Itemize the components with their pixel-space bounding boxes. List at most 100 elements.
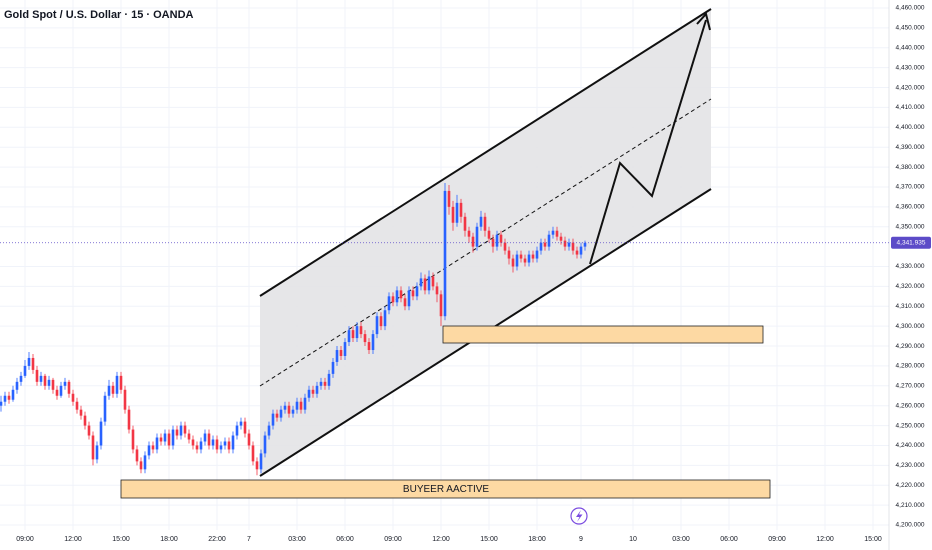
candle-body	[551, 230, 555, 235]
candle-body	[103, 395, 107, 422]
candle-body	[575, 250, 579, 255]
candle-body	[75, 401, 79, 410]
candle-body	[151, 445, 155, 450]
x-tick-label: 09:00	[768, 536, 786, 543]
x-tick-label: 03:00	[288, 536, 306, 543]
candle-body	[35, 369, 39, 382]
candle-body	[323, 381, 327, 386]
y-tick-label: 4,200.000	[896, 522, 925, 529]
candle-body	[183, 425, 187, 434]
candle-body	[119, 375, 123, 390]
candle-body	[547, 234, 551, 247]
candle-body	[343, 342, 347, 356]
candle-body	[399, 290, 403, 299]
candle-body	[475, 226, 479, 247]
x-tick-label: 12:00	[432, 536, 450, 543]
candle-body	[275, 413, 279, 418]
y-tick-label: 4,350.000	[896, 223, 925, 230]
alert-bolt	[576, 510, 583, 522]
x-tick-label: 7	[247, 536, 251, 543]
candle-body	[223, 441, 227, 446]
candle-body	[507, 250, 511, 259]
y-tick-label: 4,370.000	[896, 184, 925, 191]
x-tick-label: 10	[629, 536, 637, 543]
candle-body	[583, 242, 587, 247]
candle-body	[331, 361, 335, 374]
x-tick-label: 15:00	[864, 536, 882, 543]
candle-body	[203, 433, 207, 442]
x-tick-label: 06:00	[720, 536, 738, 543]
candle-body	[55, 389, 59, 396]
candle-body	[195, 445, 199, 450]
candle-body	[387, 296, 391, 311]
candle-body	[419, 278, 423, 287]
candle-body	[523, 258, 527, 263]
candle-body	[179, 425, 183, 436]
x-tick-label: 18:00	[160, 536, 178, 543]
candle-body	[367, 342, 371, 351]
candle-body	[495, 234, 499, 247]
y-tick-label: 4,290.000	[896, 343, 925, 350]
channel-mid	[259, 98, 712, 387]
projection-path	[589, 19, 707, 265]
candle-body	[43, 375, 47, 386]
y-tick-label: 4,230.000	[896, 462, 925, 469]
candle-body	[155, 437, 159, 450]
candle-body	[463, 216, 467, 231]
candle-body	[483, 216, 487, 231]
candle-body	[531, 254, 535, 259]
arrow-head	[696, 11, 711, 31]
candle-body	[91, 435, 95, 460]
candle-body	[7, 395, 11, 400]
x-tick-label: 06:00	[336, 536, 354, 543]
y-tick-label: 4,420.000	[896, 84, 925, 91]
candle-body	[147, 445, 151, 456]
candle-body	[0, 401, 3, 406]
candle-body	[359, 326, 363, 335]
candle-body	[255, 461, 259, 470]
candle-body	[347, 330, 351, 343]
y-tick-label: 4,280.000	[896, 363, 925, 370]
candle-body	[71, 393, 75, 402]
candle-body	[139, 461, 143, 470]
x-tick-label: 15:00	[112, 536, 130, 543]
candle-body	[59, 385, 63, 396]
candles	[0, 182, 587, 476]
candle-body	[187, 433, 191, 440]
candle-body	[47, 379, 51, 386]
candle-body	[87, 425, 91, 436]
candle-body	[263, 435, 267, 454]
candle-body	[295, 401, 299, 410]
candle-body	[567, 242, 571, 247]
candle-body	[383, 310, 387, 327]
candle-body	[307, 389, 311, 398]
y-tick-label: 4,210.000	[896, 502, 925, 509]
candle-body	[515, 254, 519, 267]
y-tick-label: 4,380.000	[896, 164, 925, 171]
candle-body	[467, 230, 471, 237]
candle-body	[191, 439, 195, 446]
candle-body	[251, 445, 255, 462]
candle-body	[231, 435, 235, 450]
candle-body	[291, 409, 295, 414]
candle-body	[559, 236, 563, 241]
candle-body	[243, 421, 247, 434]
candle-body	[423, 278, 427, 291]
candle-body	[543, 242, 547, 247]
candle-body	[143, 455, 147, 470]
candle-body	[67, 381, 71, 394]
y-tick-label: 4,440.000	[896, 44, 925, 51]
candle-body	[111, 385, 115, 394]
candle-body	[519, 254, 523, 259]
y-tick-label: 4,360.000	[896, 204, 925, 211]
candle-body	[95, 445, 99, 460]
y-tick-label: 4,260.000	[896, 402, 925, 409]
x-tick-label: 09:00	[16, 536, 34, 543]
candle-body	[579, 246, 583, 255]
candle-body	[299, 401, 303, 410]
candle-body	[79, 409, 83, 416]
candle-body	[3, 395, 7, 402]
x-tick-label: 12:00	[816, 536, 834, 543]
